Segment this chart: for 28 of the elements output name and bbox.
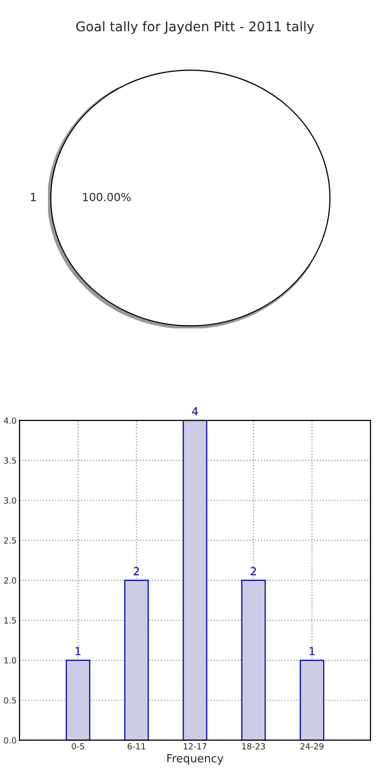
slice-label: 1	[30, 192, 36, 202]
y-tick-label: 4.0	[4, 417, 16, 424]
y-tick-label: 3.0	[4, 497, 16, 504]
data-label: 1	[310, 647, 315, 656]
bar	[124, 580, 149, 740]
data-label: 4	[192, 407, 198, 416]
x-tick-label: 12-17	[184, 743, 206, 750]
x-tick-label: 18-23	[242, 743, 265, 750]
chart-title: Goal tally for Jayden Pitt - 2011 tally	[76, 21, 314, 34]
x-axis-title: Frequency	[167, 754, 224, 765]
y-tick-label: 1.5	[4, 617, 16, 624]
x-tick-label: 6-11	[128, 743, 146, 750]
data-label: 1	[76, 647, 81, 656]
bar	[241, 580, 266, 740]
y-tick-label: 2.0	[4, 577, 16, 584]
bar	[182, 420, 208, 740]
data-label: 2	[134, 566, 139, 576]
data-label: 100.00%	[83, 192, 131, 202]
y-tick-label: 2.5	[4, 537, 16, 544]
data-label: 2	[250, 566, 256, 576]
bar	[66, 660, 90, 740]
y-tick-label: 0.5	[4, 697, 16, 704]
x-tick-label: 0-5	[72, 743, 84, 750]
y-tick-label: 1.0	[4, 657, 16, 664]
bar	[300, 660, 324, 740]
y-tick-label: 3.5	[4, 457, 16, 464]
x-tick-label: 24-29	[300, 743, 324, 750]
y-tick-label: 0.0	[4, 737, 16, 744]
